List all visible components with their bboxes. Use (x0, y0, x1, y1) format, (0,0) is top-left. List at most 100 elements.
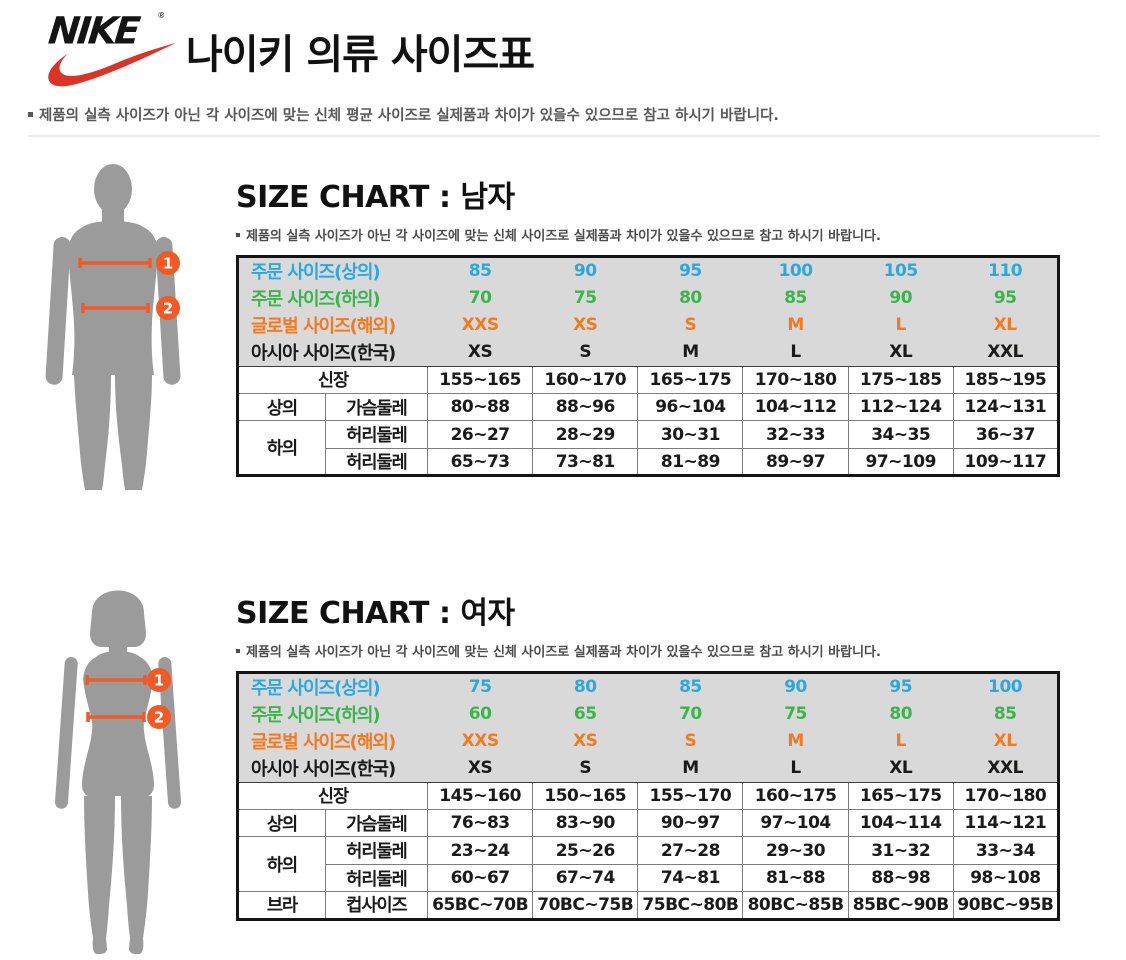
measure-row: 허리둘레 60~67 67~74 74~81 81~88 88~98 98~108 (238, 863, 1060, 893)
measure-badge-2 (156, 296, 180, 320)
size-value: M (637, 754, 743, 783)
size-value: S (532, 754, 638, 783)
size-value: S (532, 338, 638, 367)
measure-value: 89~97 (742, 447, 849, 477)
measure-value: 175~185 (847, 365, 954, 395)
size-value: XXL (953, 754, 1059, 783)
row-label: 신장 (236, 365, 429, 395)
measure-value: 80~88 (427, 393, 534, 422)
size-value: S (637, 727, 743, 755)
female-silhouette (54, 590, 182, 954)
measure-value: 85BC~90B (847, 891, 954, 920)
section-title-women: SIZE CHART : 여자 (236, 596, 515, 631)
size-value: 95 (953, 284, 1059, 312)
measure-badge-1 (156, 251, 180, 275)
measure-value: 185~195 (952, 365, 1060, 395)
row-sub-label: 가슴둘레 (324, 393, 429, 422)
measure-value: 33~34 (952, 836, 1060, 865)
measure-value: 160~175 (742, 781, 849, 811)
row-sub-label: 허리둘레 (324, 420, 429, 449)
chest-measure-line: 1 (85, 668, 171, 692)
badge-2-label: 2 (154, 709, 164, 727)
male-body-figure: 1 2 (45, 164, 181, 490)
measure-value: 165~175 (637, 365, 744, 395)
page-title: 나이키 의류 사이즈표 (186, 32, 535, 78)
registered-mark-icon: ® (53, 53, 60, 62)
row-label: 주문 사이즈(하의) (237, 700, 428, 728)
row-group-label: 브라 (237, 891, 326, 920)
size-value: 85 (427, 256, 533, 284)
measure-row: 신장 155~165 160~170 165~175 170~180 175~185 185… (236, 365, 1060, 395)
measure-value: 32~33 (742, 420, 849, 449)
measure-row: 하의 허리둘레 23~24 25~26 27~28 29~30 31~32 33~34 (237, 836, 1060, 893)
row-label: 주문 사이즈(하의) (237, 284, 428, 312)
size-value: XS (532, 311, 638, 339)
size-value: XXL (953, 338, 1059, 367)
size-header-row: 아시아 사이즈(한국) XS S M L XL XXL (237, 754, 1059, 783)
women-size-table: 주문 사이즈(상의) 75 80 85 90 95 100 주문 사이즈(하의) 60 65 70 7… (236, 671, 1060, 921)
section-note-text: 제품의 실측 사이즈가 아닌 각 사이즈에 맞는 신체 사이즈로 실제품과 차이… (246, 229, 881, 244)
measure-value: 31~32 (847, 836, 954, 865)
measure-value: 65BC~70B (427, 891, 534, 920)
row-label: 글로벌 사이즈(해외) (237, 311, 428, 339)
measure-value: 76~83 (427, 809, 534, 838)
bullet-icon (236, 233, 240, 237)
bullet-icon (28, 112, 33, 117)
measure-value: 81~89 (637, 447, 744, 477)
size-value: XXS (427, 727, 533, 755)
size-value: 70 (427, 284, 533, 312)
measure-value: 67~74 (532, 863, 639, 893)
size-header-row: 아시아 사이즈(한국) XS S M L XL XXL (237, 338, 1059, 367)
size-value: 95 (637, 256, 743, 284)
size-value: 105 (848, 256, 954, 284)
measure-value: 104~112 (742, 393, 849, 422)
size-value: 65 (532, 700, 638, 728)
size-value: 60 (427, 700, 533, 728)
badge-2-label: 2 (163, 300, 173, 318)
row-sub-label: 허리둘레 (324, 447, 429, 477)
size-value: 110 (953, 256, 1059, 284)
section-title-men: SIZE CHART : 남자 (236, 180, 515, 215)
measure-row: 브라 컵사이즈 65BC~70B 70BC~75B 75BC~80B 80BC~85B 85… (237, 891, 1060, 920)
section-note-women: 제품의 실측 사이즈가 아닌 각 사이즈에 맞는 신체 사이즈로 실제품과 차이… (236, 641, 1060, 660)
badge-1-label: 1 (163, 255, 173, 273)
size-value: 100 (742, 256, 849, 284)
size-value: 75 (427, 672, 533, 700)
measure-value: 75BC~80B (637, 891, 744, 920)
waist-measure-line: 2 (81, 296, 180, 320)
size-value: 85 (637, 672, 743, 700)
measure-value: 97~109 (847, 447, 954, 477)
measure-value: 25~26 (532, 836, 639, 865)
size-value: XS (532, 727, 638, 755)
measure-value: 155~170 (637, 781, 744, 811)
measure-row: 상의 가슴둘레 80~88 88~96 96~104 104~112 112~124 124~… (237, 393, 1060, 422)
size-value: 90 (532, 256, 638, 284)
size-value: 70 (637, 700, 743, 728)
size-value: XS (427, 754, 533, 783)
measure-value: 97~104 (742, 809, 849, 838)
measure-badge-2 (147, 705, 171, 729)
waist-measure-line: 2 (86, 705, 171, 729)
row-sub-label: 컵사이즈 (324, 891, 429, 920)
size-value: L (742, 338, 849, 367)
row-sub-label: 허리둘레 (324, 863, 429, 893)
size-value: 75 (532, 284, 638, 312)
size-value: XL (848, 754, 954, 783)
measure-value: 104~114 (847, 809, 954, 838)
measure-value: 98~108 (952, 863, 1060, 893)
bullet-icon (236, 649, 240, 653)
size-header-row: 글로벌 사이즈(해외) XXS XS S M L XL (237, 727, 1059, 755)
measure-value: 160~170 (532, 365, 639, 395)
size-value: M (742, 311, 849, 339)
row-group-label: 상의 (237, 393, 326, 422)
row-group-label: 상의 (237, 809, 326, 838)
measure-value: 65~73 (427, 447, 534, 477)
row-label: 글로벌 사이즈(해외) (237, 727, 428, 755)
size-value: M (742, 727, 849, 755)
size-value: 95 (848, 672, 954, 700)
measure-value: 170~180 (742, 365, 849, 395)
measure-value: 26~27 (427, 420, 534, 449)
measure-row: 허리둘레 65~73 73~81 81~89 89~97 97~109 109~117 (238, 447, 1060, 477)
size-value: S (637, 311, 743, 339)
size-value: 90 (848, 284, 954, 312)
